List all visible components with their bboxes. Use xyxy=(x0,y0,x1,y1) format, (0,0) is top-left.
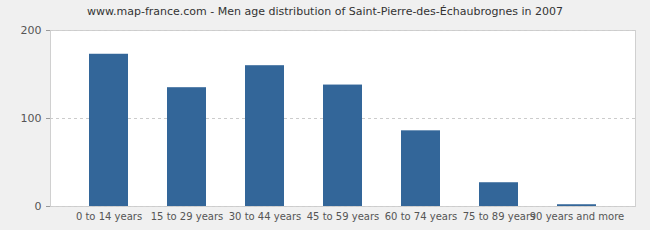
svg-text:30 to 44 years: 30 to 44 years xyxy=(229,211,302,222)
svg-text:0: 0 xyxy=(35,200,42,213)
svg-text:15 to 29 years: 15 to 29 years xyxy=(151,211,224,222)
svg-text:75 to 89 years: 75 to 89 years xyxy=(463,211,536,222)
svg-text:60 to 74 years: 60 to 74 years xyxy=(385,211,458,222)
svg-text:100: 100 xyxy=(21,112,42,125)
svg-text:90 years and more: 90 years and more xyxy=(530,211,625,222)
svg-text:200: 200 xyxy=(21,24,42,37)
svg-text:45 to 59 years: 45 to 59 years xyxy=(307,211,380,222)
svg-text:0 to 14 years: 0 to 14 years xyxy=(76,211,142,222)
html-text:www.map-france.com - Men age d: www.map-france.com - Men age distributio… xyxy=(87,5,563,18)
